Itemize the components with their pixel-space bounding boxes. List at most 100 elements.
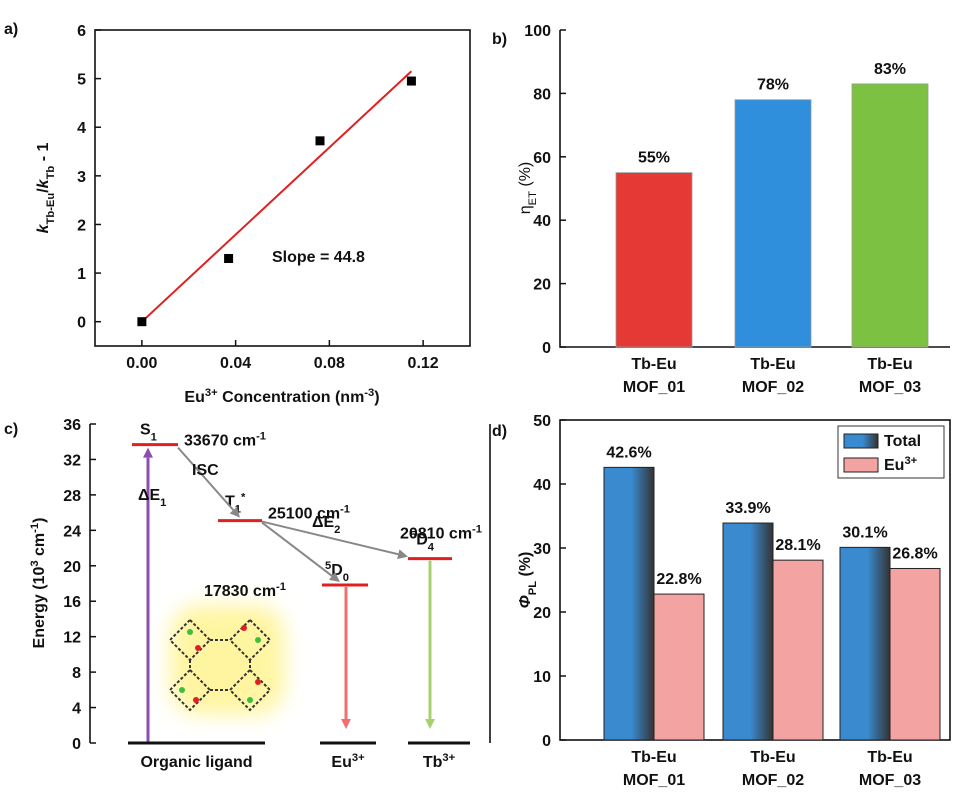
- y-tick-label: 1: [77, 266, 86, 283]
- y-tick-label: 12: [63, 630, 81, 647]
- level-value-label-part: -1: [472, 524, 482, 536]
- value-label: 28.1%: [775, 537, 820, 554]
- level-name-part: 4: [428, 542, 435, 554]
- x-tick-label: Tb-Eu: [750, 356, 795, 373]
- legend-swatch: [844, 434, 878, 448]
- y-tick-label: 100: [524, 23, 551, 40]
- annotation-part: 1: [160, 497, 166, 509]
- level-value-label-part: -1: [256, 431, 266, 443]
- x-tick-label: 0.12: [408, 355, 439, 372]
- y-axis-label-part: ET: [527, 191, 539, 205]
- x-tick-label: 0.00: [126, 355, 157, 372]
- value-label: 30.1%: [842, 524, 887, 541]
- arrow-head: [341, 719, 351, 729]
- data-point: [407, 77, 416, 86]
- y-axis-label-part: Tb: [45, 166, 57, 180]
- y-tick-label: 0: [542, 340, 551, 357]
- y-tick-label: 20: [533, 277, 551, 294]
- value-label: 83%: [874, 61, 906, 78]
- y-tick-label: 0: [542, 733, 551, 750]
- value-label: 78%: [757, 77, 789, 94]
- level-value-label-part: 20810 cm: [400, 526, 472, 543]
- mof-illustration: [170, 605, 285, 715]
- y-axis-label-part: Φ: [517, 595, 534, 608]
- bar: [735, 100, 811, 347]
- annotation: Slope = 44.8: [272, 249, 365, 266]
- annotation: ΔE1: [138, 487, 166, 509]
- x-tick-label: MOF_02: [742, 379, 804, 396]
- ground-label: Tb3+: [423, 752, 456, 771]
- y-tick-label: 32: [63, 452, 81, 469]
- y-tick-label: 50: [533, 413, 551, 430]
- legend-label-part: 3+: [904, 455, 917, 467]
- annotation-part: ΔE: [138, 487, 161, 504]
- y-axis-label-part: - 1: [35, 143, 52, 166]
- y-tick-label: 2: [77, 217, 86, 234]
- y-tick-label: 6: [77, 23, 86, 40]
- y-axis-label: ηET (%): [517, 162, 539, 215]
- y-tick-label: 60: [533, 150, 551, 167]
- y-tick-label: 5: [77, 72, 86, 89]
- y-axis-label-part: -1: [29, 523, 41, 533]
- figure: a)01234560.000.040.080.12Slope = 44.8Eu3…: [0, 0, 960, 792]
- x-tick-label: Tb-Eu: [631, 749, 676, 766]
- level-name-part: S: [140, 422, 151, 439]
- y-tick-label: 20: [533, 605, 551, 622]
- bar: [654, 594, 704, 740]
- y-axis-label-part: PL: [527, 581, 539, 595]
- bar: [852, 84, 928, 347]
- y-tick-label: 28: [63, 488, 81, 505]
- panel-label: c): [4, 421, 18, 438]
- bar: [616, 173, 692, 347]
- ground-label-part: 3+: [352, 752, 365, 764]
- value-label: 55%: [638, 150, 670, 167]
- y-axis-label-part: Energy (10: [31, 567, 48, 649]
- level-name-part: *: [241, 492, 246, 504]
- fit-line: [142, 71, 412, 321]
- y-tick-label: 10: [533, 669, 551, 686]
- panel-label: a): [4, 21, 18, 38]
- y-axis-label-part: cm: [31, 533, 48, 561]
- y-axis-label-part: ): [31, 518, 48, 523]
- y-axis-label: kTb-Eu/kTb - 1: [35, 143, 57, 234]
- y-tick-label: 20: [63, 559, 81, 576]
- y-tick-label: 36: [63, 417, 81, 434]
- ground-label: Eu3+: [331, 752, 365, 771]
- x-tick-label: 0.08: [314, 355, 345, 372]
- annotation-part: 2: [334, 524, 340, 536]
- x-tick-label: Tb-Eu: [867, 749, 912, 766]
- y-axis-label: Energy (103 cm-1): [29, 518, 48, 649]
- bar: [723, 523, 773, 740]
- panel-label: d): [492, 423, 507, 440]
- ground-label-part: Organic ligand: [140, 754, 252, 771]
- x-tick-label: Tb-Eu: [750, 749, 795, 766]
- level-value-label: 25100 cm-1: [268, 504, 350, 523]
- bar: [840, 547, 890, 740]
- bar: [604, 467, 654, 740]
- level-value-label-part: -1: [340, 504, 350, 516]
- bar: [773, 560, 823, 740]
- y-tick-label: 80: [533, 86, 551, 103]
- level-value-label: 17830 cm-1: [204, 581, 286, 600]
- y-tick-label: 4: [77, 120, 86, 137]
- x-tick-label: MOF_03: [859, 379, 921, 396]
- level-value-label: 33670 cm-1: [184, 431, 266, 450]
- y-tick-label: 24: [63, 523, 81, 540]
- x-axis-label-part: ): [374, 389, 379, 406]
- data-point: [224, 254, 233, 263]
- y-tick-label: 40: [533, 213, 551, 230]
- x-axis-label-part: 3+: [205, 387, 218, 399]
- arrow-head: [143, 448, 153, 458]
- value-label: 22.8%: [656, 571, 701, 588]
- legend-swatch: [844, 458, 878, 472]
- legend-label-part: Eu: [884, 457, 904, 474]
- x-tick-label: MOF_02: [742, 772, 804, 789]
- value-label: 33.9%: [725, 500, 770, 517]
- x-axis-label-part: Concentration (nm: [218, 389, 365, 406]
- level-value-label-part: 33670 cm: [184, 433, 256, 450]
- level-value-label-part: -1: [276, 581, 286, 593]
- y-tick-label: 16: [63, 594, 81, 611]
- x-axis-label: Eu3+ Concentration (nm-3): [184, 387, 379, 406]
- legend-label: Total: [884, 433, 921, 450]
- arrow-head: [425, 719, 435, 729]
